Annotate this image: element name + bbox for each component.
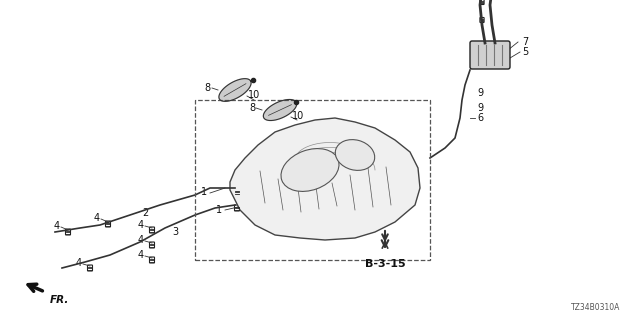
Text: 9: 9 [477, 103, 483, 113]
Ellipse shape [335, 140, 374, 170]
Ellipse shape [281, 148, 339, 191]
Text: 10: 10 [248, 90, 260, 100]
Text: 1: 1 [216, 205, 222, 215]
FancyBboxPatch shape [234, 205, 239, 211]
Text: 1: 1 [201, 187, 207, 197]
Text: B-3-15: B-3-15 [365, 259, 405, 269]
FancyBboxPatch shape [470, 41, 510, 69]
Text: 6: 6 [477, 113, 483, 123]
FancyBboxPatch shape [150, 242, 154, 248]
Bar [195, 100, 430, 260]
FancyBboxPatch shape [150, 227, 154, 233]
Text: FR.: FR. [50, 295, 69, 305]
Text: 2: 2 [141, 208, 148, 218]
Polygon shape [219, 79, 251, 101]
FancyBboxPatch shape [88, 265, 93, 271]
Polygon shape [263, 100, 296, 121]
Text: 4: 4 [138, 250, 144, 260]
Text: 8: 8 [204, 83, 210, 93]
Text: 10: 10 [292, 111, 304, 121]
Text: TZ34B0310A: TZ34B0310A [571, 303, 620, 312]
Polygon shape [230, 118, 420, 240]
Text: 8: 8 [249, 103, 255, 113]
Text: 4: 4 [76, 258, 82, 268]
Text: 4: 4 [54, 221, 60, 231]
Text: 5: 5 [522, 47, 528, 57]
FancyBboxPatch shape [106, 221, 111, 227]
Text: 7: 7 [522, 37, 528, 47]
FancyBboxPatch shape [150, 257, 154, 263]
Text: 3: 3 [172, 227, 178, 237]
Text: 4: 4 [138, 220, 144, 230]
FancyBboxPatch shape [480, 0, 484, 4]
Text: 4: 4 [94, 213, 100, 223]
FancyBboxPatch shape [234, 189, 239, 195]
Text: 9: 9 [477, 88, 483, 98]
FancyBboxPatch shape [480, 18, 484, 22]
Text: 4: 4 [138, 235, 144, 245]
FancyBboxPatch shape [65, 229, 70, 235]
